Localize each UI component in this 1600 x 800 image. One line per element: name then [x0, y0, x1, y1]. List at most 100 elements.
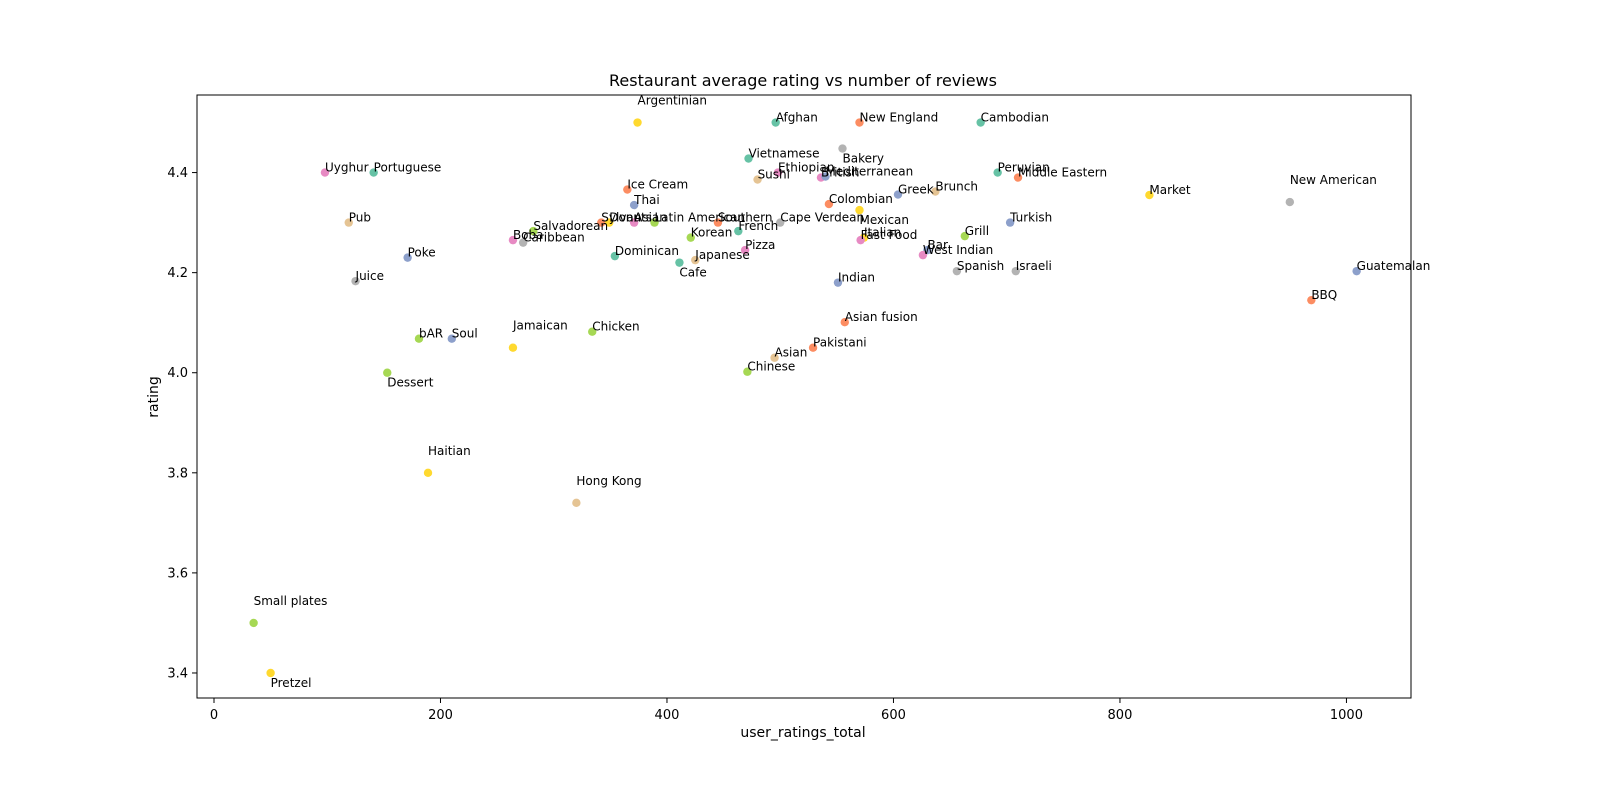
point-label: Afghan: [776, 111, 818, 125]
point-label: Pizza: [745, 238, 775, 252]
point-label: Brunch: [935, 180, 978, 194]
point-label: Latin American: [655, 211, 746, 225]
data-point: [610, 251, 620, 261]
point-label: Mexican: [859, 213, 909, 227]
point-label: Market: [1149, 183, 1191, 197]
x-tick-label: 0: [210, 708, 218, 723]
data-point: [605, 218, 614, 227]
point-label: Dominican: [615, 244, 679, 258]
data-point: [808, 343, 818, 352]
point-label: French: [738, 219, 778, 233]
y-tick-label: 3.8: [167, 466, 188, 481]
data-point: [840, 317, 849, 327]
y-tick-label: 3.4: [167, 666, 188, 681]
point-label: Chinese: [747, 360, 795, 374]
data-point: [344, 218, 353, 227]
chart-title: Restaurant average rating vs number of r…: [609, 71, 997, 90]
point-label: Sylvan: [601, 211, 641, 225]
point-label: Greek: [898, 183, 934, 197]
y-axis-title: rating: [146, 376, 162, 417]
data-point: [776, 218, 785, 227]
y-tick-label: 4.2: [167, 266, 188, 281]
x-axis-title: user_ratings_total: [740, 725, 865, 741]
data-point: [629, 200, 639, 210]
data-point: [1005, 218, 1015, 227]
x-tick-label: 800: [1108, 708, 1133, 723]
data-point: [833, 278, 843, 287]
point-label: Chicken: [592, 320, 639, 334]
data-point: [856, 235, 865, 245]
point-label: New England: [859, 111, 938, 125]
point-label: Pakistani: [813, 336, 867, 350]
point-label: Salvadorean: [533, 219, 608, 233]
point-label: Asian: [634, 211, 667, 225]
point-label: Small plates: [254, 594, 328, 608]
point-label: bAR: [419, 327, 443, 341]
point-label: Peruvian: [998, 161, 1050, 175]
y-tick-label: 3.6: [167, 566, 188, 581]
data-point: [447, 334, 457, 343]
data-point: [351, 276, 360, 286]
data-point: [753, 175, 762, 184]
x-tick-label: 1000: [1330, 708, 1363, 723]
data-point: [960, 231, 970, 241]
data-point: [675, 258, 684, 267]
point-label: Bar: [927, 238, 948, 252]
data-point: [383, 368, 392, 377]
point-label: Argentinian: [638, 94, 707, 108]
data-point: [508, 343, 518, 352]
point-label: Bakery: [843, 152, 885, 166]
data-point: [369, 168, 378, 177]
data-point: [734, 226, 743, 236]
point-label: Asian fusion: [845, 310, 918, 324]
data-point: [423, 468, 433, 478]
data-point: [249, 618, 258, 628]
data-point: [1013, 173, 1023, 182]
point-label: Donuts: [609, 211, 652, 225]
point-label: BBQ: [1311, 288, 1337, 302]
point-label: Cape Verdean: [780, 211, 864, 225]
data-point: [518, 238, 528, 247]
point-label: Poke: [408, 246, 436, 260]
data-points: [249, 118, 1361, 678]
point-label: Guatemalan: [1357, 259, 1431, 273]
point-label: Indian: [838, 271, 875, 285]
point-label: Turkish: [1009, 211, 1052, 225]
data-point: [770, 353, 779, 362]
data-point: [713, 218, 723, 227]
data-point: [1307, 295, 1316, 305]
data-point: [744, 154, 753, 163]
data-point: [838, 144, 847, 153]
data-point: [918, 250, 928, 260]
data-point: [691, 255, 700, 265]
data-point: [824, 199, 834, 209]
data-point: [952, 266, 962, 276]
data-point: [893, 190, 903, 199]
data-point: [1352, 266, 1361, 276]
point-label: Haitian: [428, 444, 471, 458]
point-label: Southern: [718, 211, 773, 225]
point-label: Boba: [513, 228, 544, 242]
data-point: [686, 233, 695, 242]
point-label: Soul: [452, 327, 478, 341]
point-label: Juice: [355, 269, 384, 283]
point-labels: Argentinian Afghan New England Bakery Cambod…: [254, 94, 1431, 690]
data-point: [320, 168, 330, 177]
y-tick-label: 4.0: [167, 366, 188, 381]
data-point: [993, 168, 1002, 177]
point-label: Italian: [864, 226, 901, 240]
data-point: [629, 218, 639, 227]
point-label: Mediterranean: [826, 165, 914, 179]
data-point: [597, 218, 606, 227]
data-point: [821, 172, 830, 181]
data-point: [508, 235, 518, 245]
point-label: British: [821, 166, 859, 180]
data-point: [529, 226, 538, 236]
point-label: Dessert: [387, 376, 433, 390]
data-point: [1011, 266, 1020, 276]
data-point: [650, 218, 659, 227]
point-label: Pretzel: [271, 676, 312, 690]
point-label: Sushi: [758, 168, 790, 182]
data-point: [740, 245, 750, 255]
data-point: [771, 118, 780, 127]
